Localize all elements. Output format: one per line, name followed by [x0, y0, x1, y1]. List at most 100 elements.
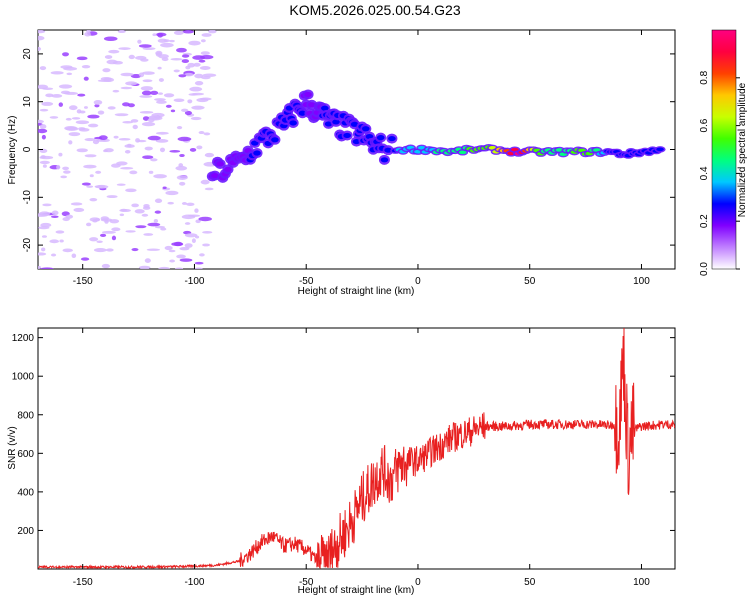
top-x-axis: -150 -100 -50 0 50 100	[73, 30, 650, 287]
spectrogram-speckle	[125, 230, 136, 233]
spectrogram-speckle	[66, 72, 73, 76]
spectrogram-speckle	[38, 35, 45, 41]
spectrogram-speckle	[196, 97, 209, 103]
spectrogram-speckle	[181, 202, 188, 205]
spectrogram-speckle	[181, 108, 189, 113]
spectrogram-speckle	[39, 108, 49, 112]
spectrogram-speckle	[200, 39, 206, 43]
spectrogram-speckle	[39, 66, 47, 71]
spectrogram-speckle	[77, 93, 86, 97]
x-tick-label: -50	[299, 276, 314, 287]
spectrogram-speckle	[101, 263, 110, 269]
spectrogram-speckle	[105, 248, 114, 252]
spectrogram-speckle	[58, 84, 73, 89]
y-tick-label: 0	[22, 146, 33, 152]
spectrogram-speckle	[160, 227, 167, 231]
spectrogram-speckle	[87, 114, 100, 119]
spectrogram-speckle	[138, 265, 151, 269]
x-tick-label: 100	[633, 276, 650, 287]
ridge-core	[321, 105, 329, 111]
spectrogram-speckle	[94, 136, 103, 140]
y-tick-label: -10	[22, 190, 33, 205]
spectrogram-speckle	[38, 266, 42, 269]
spectrogram-speckle	[144, 146, 153, 151]
ridge-core	[352, 138, 361, 145]
spectrogram-speckle	[68, 140, 73, 145]
spectrogram-speckle	[173, 69, 180, 73]
top-y-axis-label: Frequency (Hz)	[7, 116, 18, 185]
spectrogram-speckle	[199, 55, 214, 60]
ridge-core	[216, 161, 224, 167]
x-tick-label: -50	[299, 577, 314, 588]
spectrogram-speckle	[162, 186, 167, 189]
spectrogram-speckle	[112, 89, 120, 93]
spectrogram-speckle	[179, 153, 185, 158]
spectrogram-speckle	[204, 187, 214, 191]
spectrogram-speckle	[42, 87, 54, 91]
spectrogram-speckle	[147, 135, 161, 141]
colorbar-label: Normalized spectral amplitude	[737, 82, 748, 217]
spectrogram-speckle	[176, 47, 187, 53]
spectrogram-speckle	[164, 245, 173, 251]
spectrogram-speckle	[117, 30, 126, 34]
spectrogram-speckle	[62, 52, 69, 57]
spectrogram-speckle	[150, 158, 158, 162]
x-tick-label: 100	[633, 577, 650, 588]
spectrogram-speckle	[155, 131, 169, 135]
spectrogram-speckle	[116, 183, 126, 186]
spectrogram-speckle	[152, 33, 157, 37]
spectrogram-speckle	[118, 138, 131, 141]
ridge-core	[271, 137, 279, 143]
spectrogram-speckle	[188, 40, 201, 46]
spectrogram-speckle	[38, 46, 42, 52]
spectrogram-speckle	[104, 55, 113, 59]
spectrogram-speckle	[175, 165, 188, 171]
spectrogram-speckle	[76, 148, 88, 153]
spectrogram-speckle	[41, 101, 54, 106]
ridge-core	[376, 135, 385, 141]
spectrogram-speckle	[89, 237, 99, 242]
spectrogram-speckle	[120, 86, 133, 90]
spectrogram-speckle	[56, 164, 61, 170]
spectrogram-speckle	[165, 190, 179, 196]
x-tick-label: 50	[524, 577, 536, 588]
spectrogram-speckle	[131, 203, 139, 208]
spectrogram-speckle	[134, 55, 147, 60]
ridge-core	[511, 147, 519, 152]
bottom-x-axis-label: Height of straight line (km)	[298, 585, 415, 596]
spectrogram-speckle	[63, 66, 78, 71]
colorbar-tick-label: 0.4	[699, 166, 710, 180]
spectrogram-speckle	[147, 222, 161, 227]
bottom-y-axis-label: SNR (v/v)	[7, 426, 18, 469]
spectrogram-speckle	[87, 123, 99, 128]
spectrogram-speckle	[65, 214, 74, 219]
spectrogram-speckle	[176, 175, 188, 180]
spectrogram-speckle	[143, 203, 150, 208]
spectrogram-speckle	[38, 119, 44, 124]
colorbar-tick-label: 0.0	[699, 262, 710, 276]
x-tick-label: -150	[73, 577, 93, 588]
spectrogram-speckle	[157, 38, 168, 43]
spectrogram-speckle	[41, 134, 46, 140]
spectrogram-speckle	[148, 170, 154, 174]
spectrogram-speckle	[84, 154, 97, 158]
spectrogram-speckle	[200, 51, 210, 56]
spectrogram-speckle	[203, 132, 211, 136]
ridge-core	[298, 110, 307, 116]
ridge-core	[458, 150, 467, 155]
spectrogram-speckle	[143, 233, 154, 236]
x-tick-label: 0	[415, 577, 421, 588]
spectrogram-speckle	[45, 93, 54, 98]
x-tick-label: 0	[415, 276, 421, 287]
spectrogram-speckle	[194, 208, 199, 213]
ridge-core	[343, 132, 351, 139]
spectrogram-speckle	[194, 261, 204, 265]
spectrogram-speckle	[42, 203, 52, 207]
spectrogram-speckle	[170, 109, 176, 113]
colorbar-tick-label: 0.8	[699, 70, 710, 84]
colorbar: 0.0 0.2 0.4 0.6 0.8 Normalized spectral ampl…	[699, 29, 748, 276]
spectrogram-speckle	[169, 259, 176, 263]
y-tick-label: 800	[17, 410, 34, 421]
spectrogram-speckle	[191, 105, 205, 110]
spectrogram-speckle	[177, 136, 192, 142]
